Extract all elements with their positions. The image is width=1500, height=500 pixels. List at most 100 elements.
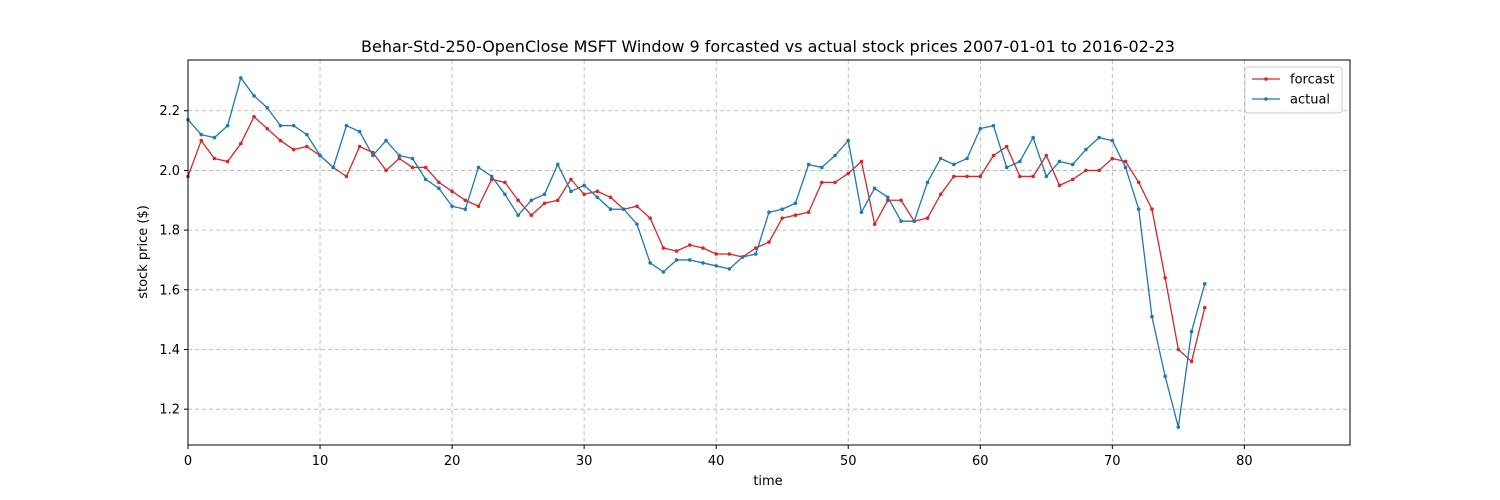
actual-point [714, 264, 718, 268]
actual-point [450, 204, 454, 209]
actual-point [872, 186, 877, 191]
actual-point [331, 165, 336, 170]
actual-point [846, 138, 851, 143]
forcast-point [1031, 174, 1035, 179]
forcast-point [516, 198, 520, 203]
forcast-point [212, 156, 217, 161]
forcast-point [714, 252, 718, 256]
actual-point [621, 207, 626, 212]
forcast-point [1176, 347, 1181, 352]
actual-point [1004, 165, 1009, 170]
actual-point [199, 132, 204, 137]
forcast-point [727, 252, 732, 256]
actual-point [437, 186, 441, 191]
forcast-point [450, 189, 454, 194]
y-tick-label: 2.0 [159, 164, 180, 179]
actual-point [1031, 135, 1035, 140]
forcast-point [674, 249, 679, 253]
forcast-point [608, 195, 613, 200]
actual-point [371, 153, 375, 158]
forcast-point [555, 198, 560, 203]
forcast-point [872, 222, 877, 226]
series-actual [186, 76, 1207, 429]
forcast-point [463, 198, 468, 203]
forcast-point [1084, 168, 1088, 173]
actual-point [252, 94, 256, 98]
x-tick-label: 60 [972, 454, 989, 469]
x-tick-label: 30 [576, 454, 593, 469]
forcast-point [503, 180, 507, 185]
actual-point [595, 195, 600, 200]
actual-point [463, 207, 468, 212]
actual-point [397, 153, 402, 158]
forcast-point [1123, 159, 1128, 164]
actual-point [555, 162, 560, 167]
forcast-point [1097, 168, 1101, 173]
actual-point [780, 207, 785, 212]
forcast-point [899, 198, 903, 203]
forcast-point [595, 189, 600, 194]
chart-title: Behar-Std-250-OpenClose MSFT Window 9 fo… [361, 37, 1175, 56]
forcast-point [529, 213, 534, 217]
actual-point [344, 123, 349, 128]
forcast-point [648, 216, 652, 220]
forcast-point [833, 180, 837, 185]
actual-point [833, 153, 837, 158]
forcast-point [437, 180, 441, 185]
actual-point [701, 261, 705, 265]
forcast-point [397, 156, 402, 161]
actual-point [793, 201, 798, 206]
forcast-point [1202, 305, 1207, 310]
forcast-point [753, 246, 758, 250]
actual-point [1110, 138, 1115, 143]
legend-marker [1264, 97, 1268, 101]
actual-point [569, 189, 573, 194]
series-layer [186, 76, 1207, 429]
forcast-point [793, 213, 798, 217]
actual-point [278, 123, 283, 128]
actual-point [503, 192, 507, 197]
x-tick-label: 40 [708, 454, 725, 469]
actual-point [912, 219, 917, 223]
forcast-point [569, 177, 573, 182]
actual-point [1044, 174, 1049, 179]
actual-point [1136, 207, 1141, 212]
forcast-point [780, 216, 785, 220]
y-tick-label: 1.4 [159, 343, 180, 358]
actual-point [357, 129, 362, 134]
x-tick-label: 20 [444, 454, 461, 469]
forcast-point [687, 243, 692, 247]
forcast-point [344, 174, 349, 179]
actual-point [212, 135, 217, 140]
x-tick-label: 10 [312, 454, 329, 469]
actual-point [239, 76, 243, 80]
forcast-point [291, 147, 296, 152]
x-axis-label: time [753, 474, 782, 489]
y-tick-label: 2.2 [159, 104, 180, 119]
x-tick-label: 50 [840, 454, 857, 469]
x-tick-label: 0 [184, 454, 192, 469]
actual-point [687, 258, 692, 262]
forcast-point [423, 165, 428, 170]
actual-point [1150, 314, 1154, 319]
forcast-point [1163, 276, 1167, 280]
forcast-point [952, 174, 956, 179]
forcast-point [1004, 144, 1009, 149]
forcast-point [701, 246, 705, 250]
forcast-point [806, 210, 811, 215]
actual-point [1176, 425, 1181, 429]
actual-point [1057, 159, 1062, 164]
actual-point [529, 198, 534, 203]
forcast-point [265, 126, 270, 131]
forcast-line [187, 116, 1206, 363]
y-tick-label: 1.2 [159, 403, 180, 418]
actual-point [806, 162, 811, 167]
actual-point [265, 105, 270, 110]
forcast-point [357, 144, 362, 149]
actual-point [820, 165, 824, 170]
actual-point [305, 132, 309, 137]
legend: forcast actual [1244, 66, 1343, 114]
actual-line [187, 77, 1206, 428]
actual-point [423, 177, 428, 182]
forcast-point [410, 165, 415, 170]
